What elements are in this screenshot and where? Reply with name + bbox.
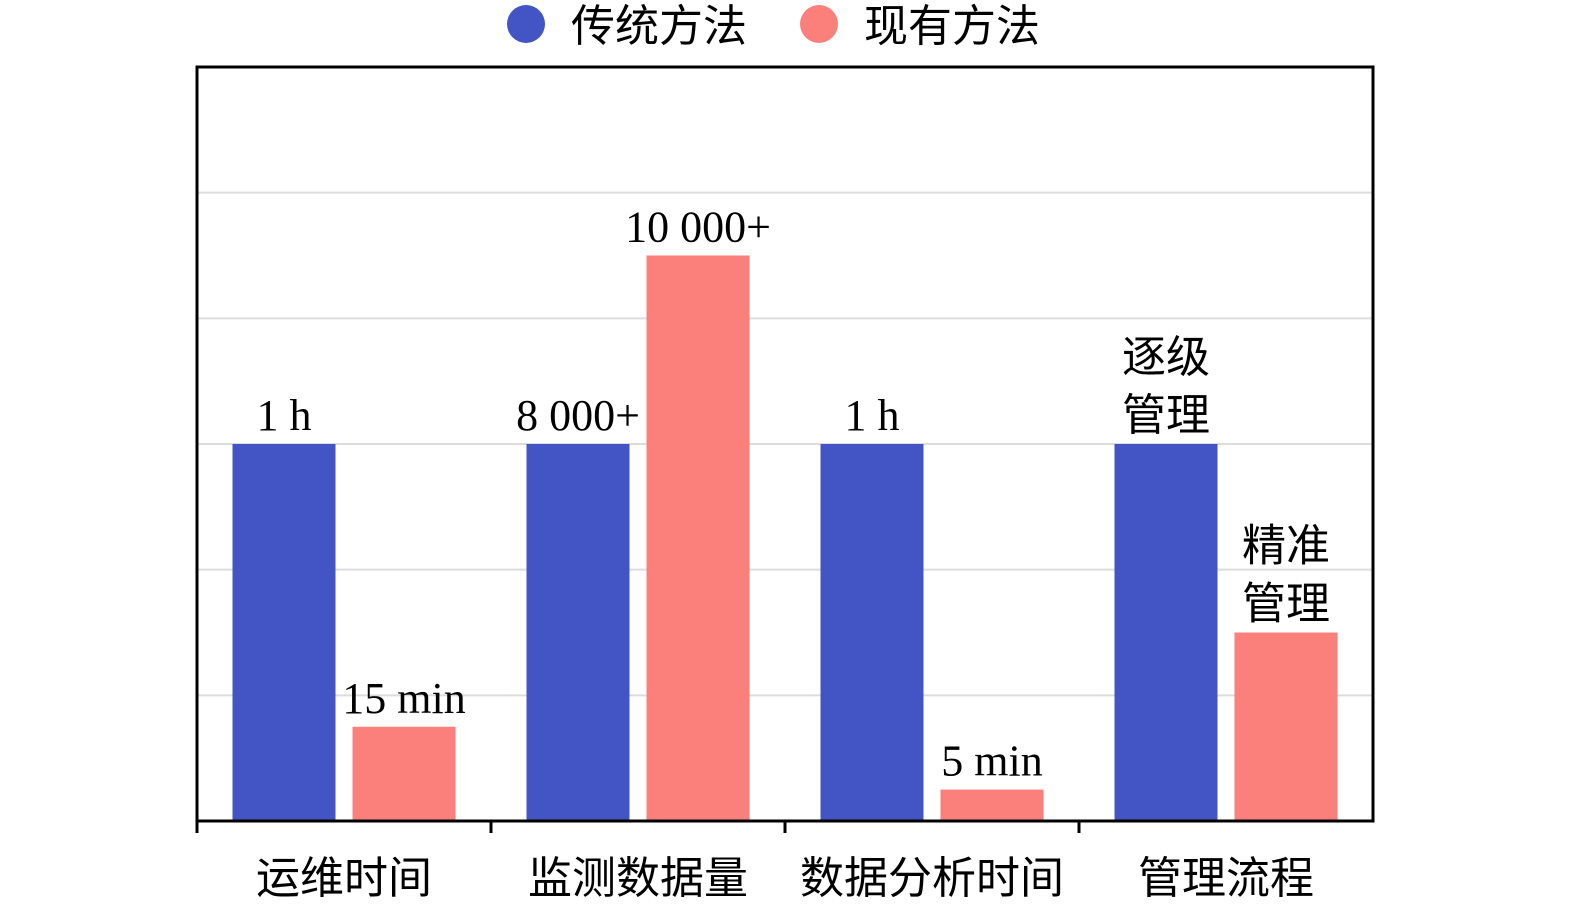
bar bbox=[352, 726, 456, 821]
data-label: 8 000+ bbox=[516, 391, 640, 440]
bar bbox=[1114, 444, 1218, 821]
bar bbox=[1234, 632, 1338, 821]
x-tick-label: 监测数据量 bbox=[528, 853, 748, 904]
data-label: 5 min bbox=[941, 737, 1042, 786]
legend: 传统方法 现有方法 bbox=[507, 1, 1040, 52]
bar bbox=[940, 789, 1044, 821]
bar bbox=[820, 444, 924, 821]
legend-marker bbox=[507, 5, 545, 43]
data-label: 10 000+ bbox=[625, 203, 771, 252]
bars bbox=[232, 255, 1338, 821]
legend-label: 传统方法 bbox=[571, 1, 747, 52]
x-tick-label: 数据分析时间 bbox=[800, 853, 1064, 904]
data-label: 1 h bbox=[257, 391, 312, 440]
bar bbox=[646, 255, 750, 821]
data-label: 15 min bbox=[342, 674, 465, 723]
bar bbox=[526, 444, 630, 821]
bar bbox=[232, 444, 336, 821]
x-tick-labels: 运维时间 监测数据量 数据分析时间 管理流程 bbox=[256, 853, 1314, 904]
x-tick-label: 管理流程 bbox=[1138, 853, 1314, 904]
x-tick-label: 运维时间 bbox=[256, 853, 432, 904]
legend-label: 现有方法 bbox=[864, 1, 1040, 52]
data-label: 1 h bbox=[845, 391, 900, 440]
data-label: 逐级管理 bbox=[1122, 332, 1210, 441]
data-label: 精准管理 bbox=[1242, 521, 1330, 630]
x-ticks bbox=[195, 821, 1081, 833]
legend-marker bbox=[800, 5, 838, 43]
